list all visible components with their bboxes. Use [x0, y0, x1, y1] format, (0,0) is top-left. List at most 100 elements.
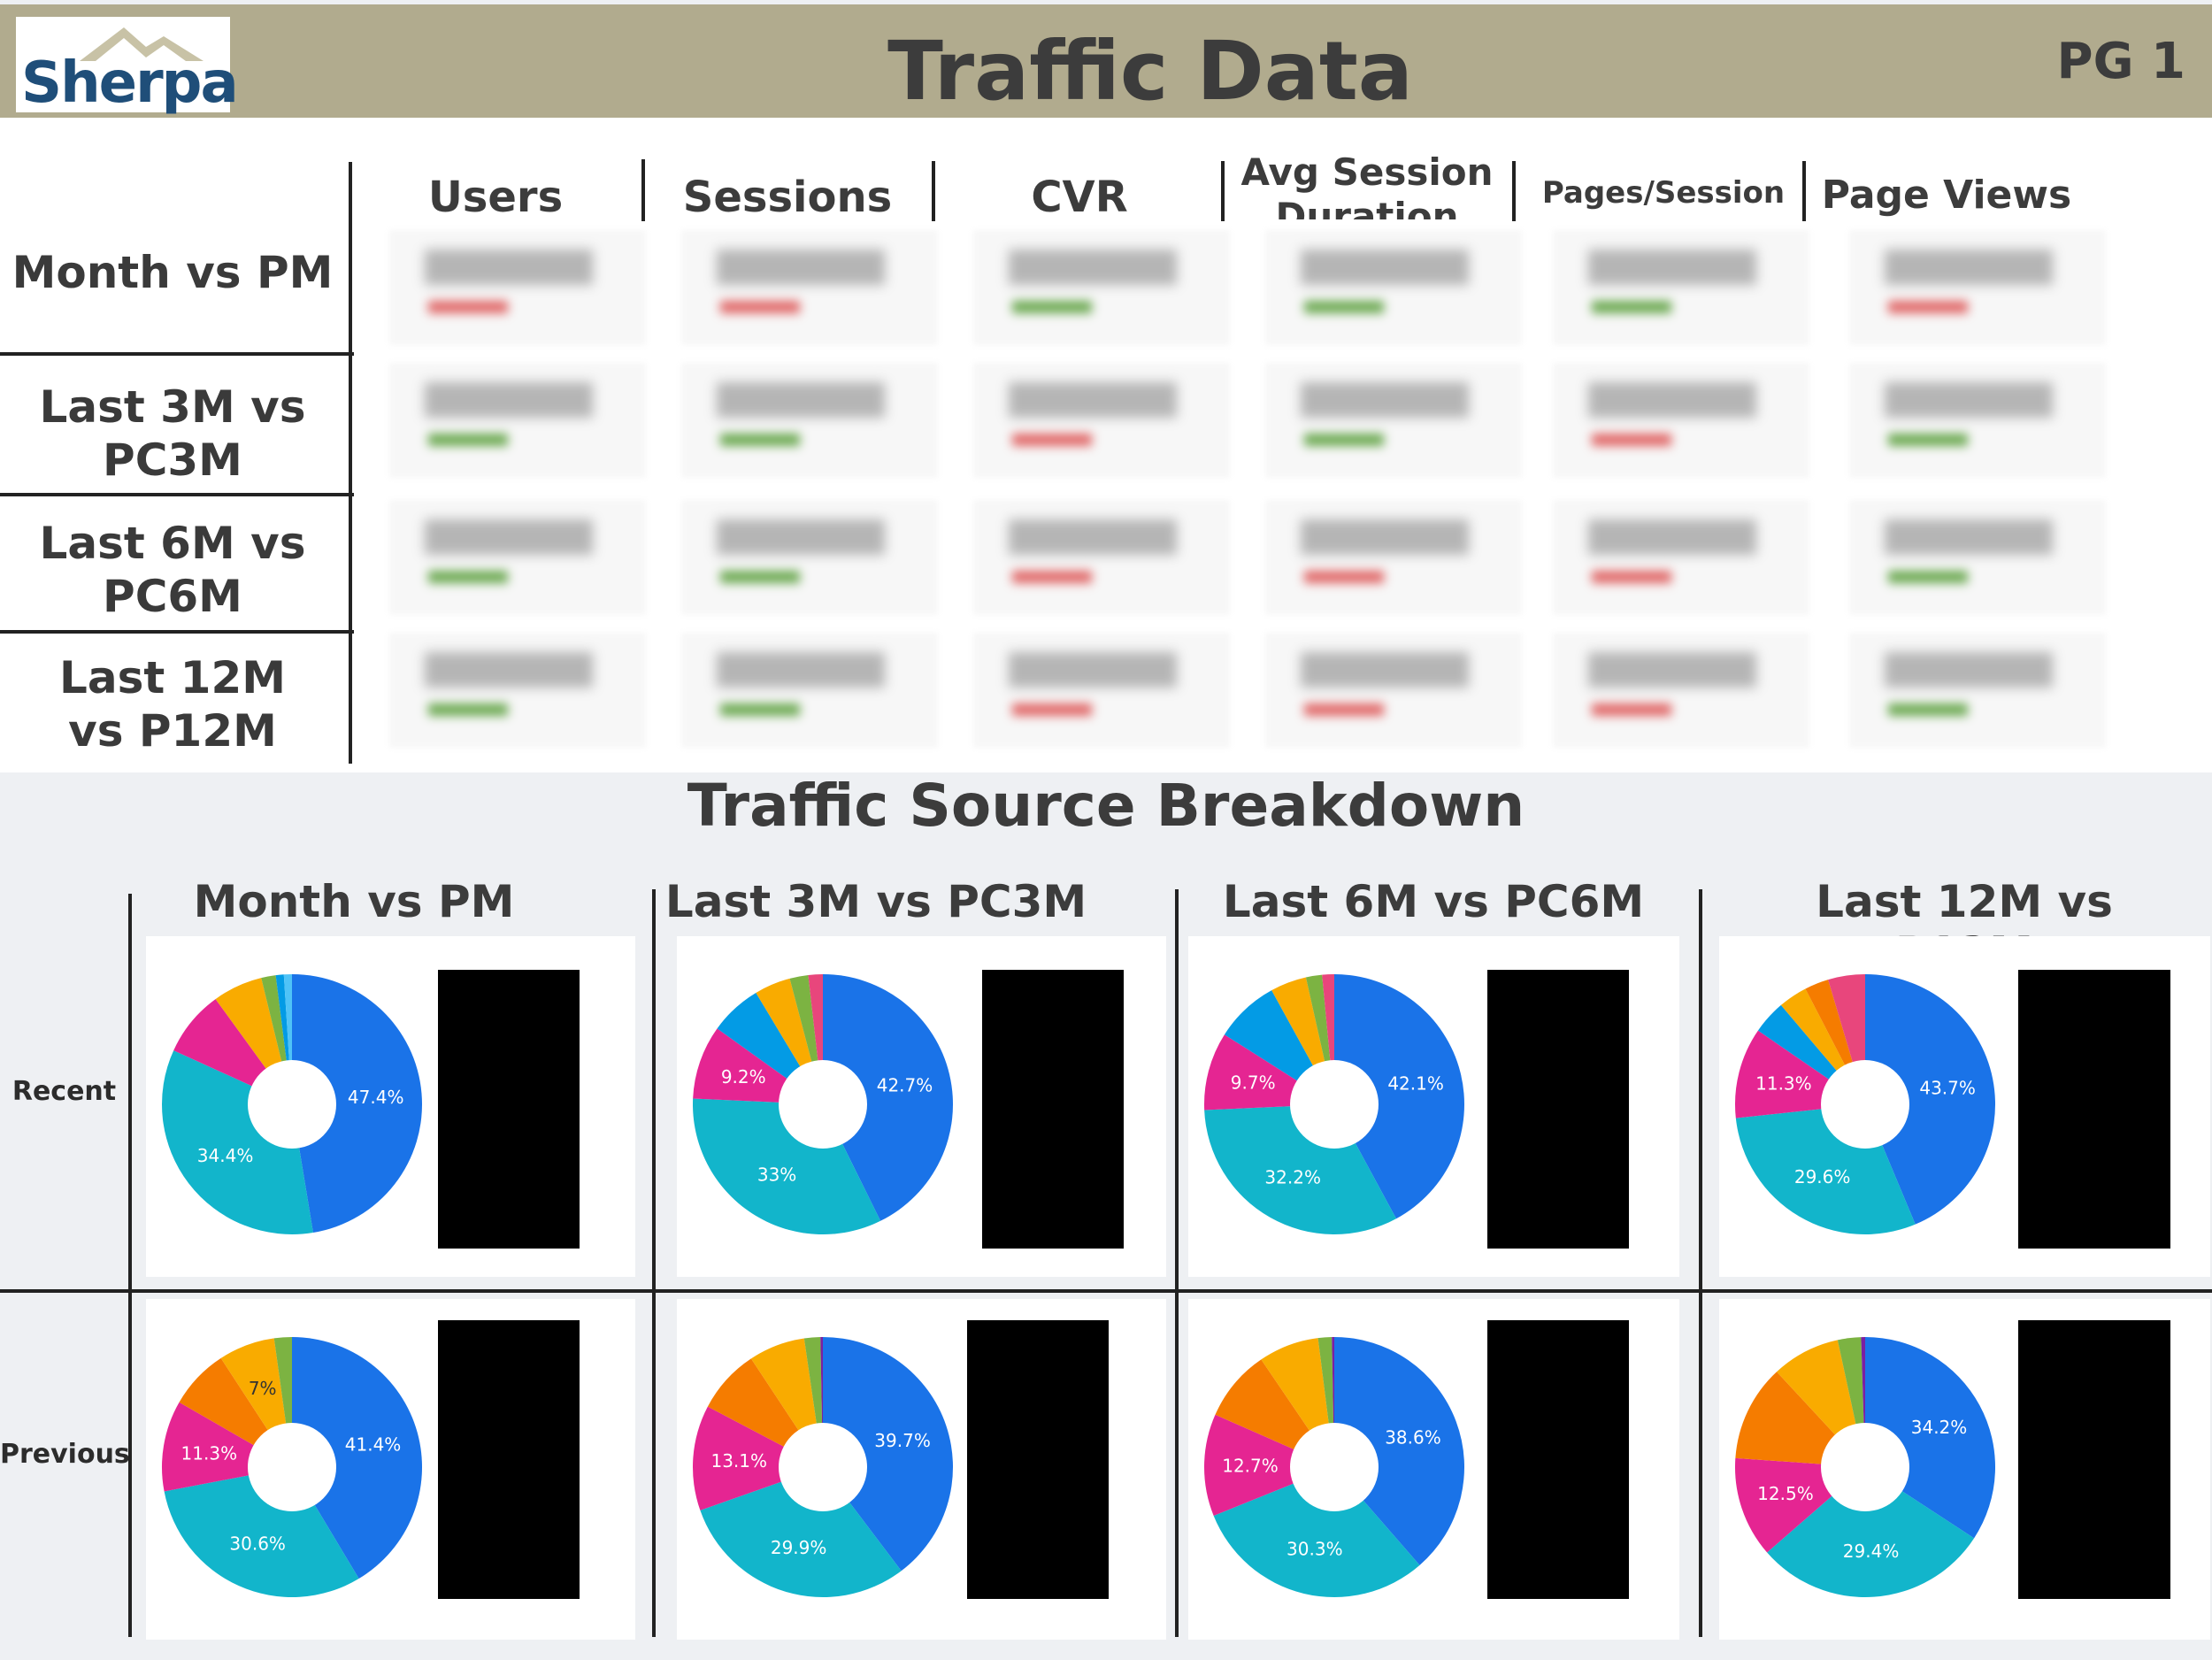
column-header-sessions: Sessions — [682, 173, 893, 222]
pie-slice — [1767, 1467, 1975, 1597]
redacted-legend — [438, 970, 580, 1249]
panel-divider — [1175, 889, 1179, 1637]
slice-label: 33% — [757, 1164, 796, 1186]
blurred-delta — [1888, 301, 1968, 313]
row-divider — [0, 1289, 2212, 1293]
row-label-last-12m: Last 12M vs P12M — [58, 652, 286, 757]
blurred-delta — [1012, 571, 1092, 583]
blurred-value — [425, 652, 593, 688]
header-bar: Sherpa Traffic Data PG 1 — [0, 4, 2212, 119]
pie-slice — [823, 1337, 953, 1572]
slice-label: 9.2% — [721, 1066, 766, 1087]
blurred-delta — [1888, 571, 1968, 583]
blurred-value — [717, 250, 885, 285]
pie-slice — [292, 1337, 423, 1579]
slice-label: 34.4% — [197, 1145, 254, 1166]
blurred-cell — [1265, 500, 1522, 615]
redacted-legend — [438, 1320, 580, 1599]
row-divider — [0, 493, 354, 496]
donut-chart-panel: 38.6% 30.3% 12.7% — [1188, 1299, 1679, 1640]
blurred-value — [1885, 382, 2053, 418]
slice-label: 9.7% — [1231, 1072, 1276, 1094]
blurred-value — [1009, 652, 1177, 688]
blurred-delta — [720, 571, 800, 583]
column-header-cvr: CVR — [1031, 173, 1128, 222]
donut-hole — [1290, 1060, 1379, 1149]
pie-slice — [693, 1406, 823, 1510]
donut-hole — [1290, 1423, 1379, 1511]
slice-label: 30.6% — [229, 1533, 286, 1555]
redacted-legend — [967, 1320, 1109, 1599]
row-label-last-6m: Last 6M vs PC6M — [39, 518, 306, 622]
blurred-value — [1009, 250, 1177, 285]
row-label-divider — [349, 162, 352, 764]
donut-chart: 42.7% 33% 9.2% — [693, 974, 953, 1234]
slice-label: 47.4% — [348, 1087, 404, 1108]
blurred-delta — [1304, 301, 1384, 313]
pie-slice — [1334, 1337, 1464, 1565]
blurred-delta — [428, 434, 508, 446]
blurred-value — [1885, 519, 2053, 555]
blurred-delta — [1304, 434, 1384, 446]
pie-slice — [161, 1050, 313, 1234]
blurred-cell — [389, 500, 646, 615]
blurred-cell — [1553, 633, 1809, 748]
blurred-value — [1301, 382, 1469, 418]
donut-chart-panel: 47.4% 34.4% — [146, 936, 635, 1277]
blurred-value — [1009, 519, 1177, 555]
pie-slice — [700, 1467, 902, 1597]
pie-slice — [1204, 1414, 1334, 1516]
slice-label: 29.9% — [771, 1537, 827, 1558]
blurred-value — [717, 519, 885, 555]
blurred-value — [425, 519, 593, 555]
donut-chart: 43.7% 29.6% 11.3% — [1735, 974, 1995, 1234]
blurred-cell — [973, 633, 1230, 748]
blurred-cell — [389, 363, 646, 478]
blurred-cell — [1553, 363, 1809, 478]
slice-label: 34.2% — [1911, 1417, 1968, 1438]
column-header-avg-session-duration: Avg Session Duration — [1240, 150, 1494, 219]
blurred-cell — [389, 633, 646, 748]
slice-label: 42.7% — [877, 1074, 933, 1095]
donut-chart: 42.1% 32.2% 9.7% — [1204, 974, 1464, 1234]
blurred-delta — [720, 703, 800, 716]
blurred-value — [1885, 652, 2053, 688]
donut-chart-panel: 39.7% 29.9% 13.1% — [677, 1299, 1166, 1640]
blurred-cell — [1849, 500, 2106, 615]
column-header-page-views: Page Views — [1821, 173, 2072, 218]
column-divider — [1512, 161, 1516, 221]
column-divider — [1802, 161, 1806, 221]
donut-chart-panel: 42.7% 33% 9.2% — [677, 936, 1166, 1277]
column-divider — [932, 161, 935, 221]
slice-label: 39.7% — [874, 1430, 931, 1451]
column-divider — [641, 159, 645, 221]
blurred-delta — [1304, 571, 1384, 583]
donut-chart: 47.4% 34.4% — [161, 974, 423, 1234]
pie-slice — [1865, 974, 1995, 1225]
row-label-last-3m: Last 3M vs PC3M — [39, 381, 306, 486]
blurred-delta — [1888, 434, 1968, 446]
blurred-delta — [720, 434, 800, 446]
blurred-delta — [428, 703, 508, 716]
blurred-delta — [428, 571, 508, 583]
row-label-recent: Recent — [12, 1076, 117, 1107]
slice-label: 43.7% — [1919, 1077, 1976, 1098]
slice-label: 41.4% — [345, 1434, 402, 1456]
sherpa-logo: Sherpa — [16, 17, 239, 116]
slice-label: 29.4% — [1843, 1541, 1900, 1562]
row-divider — [0, 630, 354, 634]
panel-header-month-vs-pm: Month vs PM — [193, 876, 515, 927]
blurred-cell — [681, 363, 938, 478]
donut-chart-panel: 42.1% 32.2% 9.7% — [1188, 936, 1679, 1277]
blurred-delta — [1592, 571, 1671, 583]
slice-label: 11.3% — [181, 1442, 238, 1464]
page-title: Traffic Data — [887, 24, 1413, 119]
blurred-cell — [681, 500, 938, 615]
donut-chart-panel: 41.4% 30.6% 11.3% 7% — [146, 1299, 635, 1640]
blurred-cell — [973, 363, 1230, 478]
slice-label: 30.3% — [1286, 1538, 1343, 1559]
blurred-value — [717, 382, 885, 418]
slice-label: 32.2% — [1264, 1167, 1321, 1188]
column-header-pages-session: Pages/Session — [1541, 175, 1786, 211]
slice-label: 11.3% — [1755, 1073, 1812, 1095]
